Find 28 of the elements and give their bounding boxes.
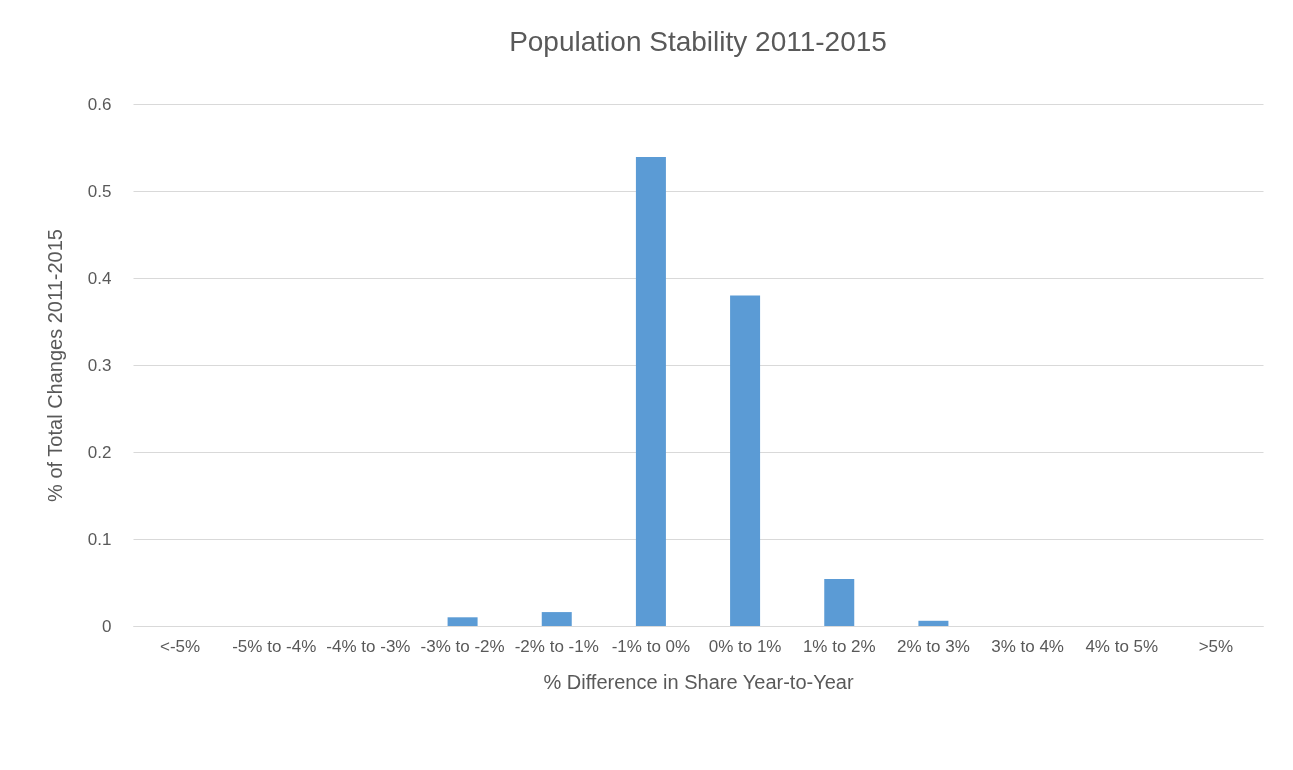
x-tick-label: 1% to 2% xyxy=(802,636,876,656)
y-tick-label: 0.2 xyxy=(87,442,112,462)
bar xyxy=(541,612,572,626)
x-axis-title: % Difference in Share Year-to-Year xyxy=(543,670,854,693)
x-tick-label: 3% to 4% xyxy=(991,636,1064,656)
y-tick-label: 0 xyxy=(102,616,112,636)
x-tick-label: -1% to 0% xyxy=(611,636,691,656)
chart-title: Population Stability 2011-2015 xyxy=(509,26,887,57)
x-tick-label: -5% to -4% xyxy=(232,636,317,656)
y-tick-label: 0.6 xyxy=(87,94,112,114)
x-tick-label: 2% to 3% xyxy=(897,636,970,656)
y-tick-label: 0.4 xyxy=(87,268,112,288)
x-tick-label: >5% xyxy=(1198,636,1234,656)
x-tick-label: 4% to 5% xyxy=(1085,636,1159,656)
x-tick-label: -3% to -2% xyxy=(420,636,505,656)
x-tick-label: <-5% xyxy=(160,636,201,656)
bar xyxy=(824,579,855,626)
bar xyxy=(730,295,761,626)
x-tick-label: -4% to -3% xyxy=(326,636,411,656)
bar xyxy=(635,157,666,626)
bar xyxy=(447,617,478,626)
y-tick-label: 0.3 xyxy=(87,355,112,375)
y-tick-label: 0.5 xyxy=(87,181,112,201)
x-tick-label: 0% to 1% xyxy=(708,636,782,656)
bar xyxy=(918,620,949,626)
y-tick-label: 0.1 xyxy=(87,529,112,549)
x-tick-label: -2% to -1% xyxy=(514,636,599,656)
y-axis-title: % of Total Changes 2011-2015 xyxy=(43,229,66,502)
